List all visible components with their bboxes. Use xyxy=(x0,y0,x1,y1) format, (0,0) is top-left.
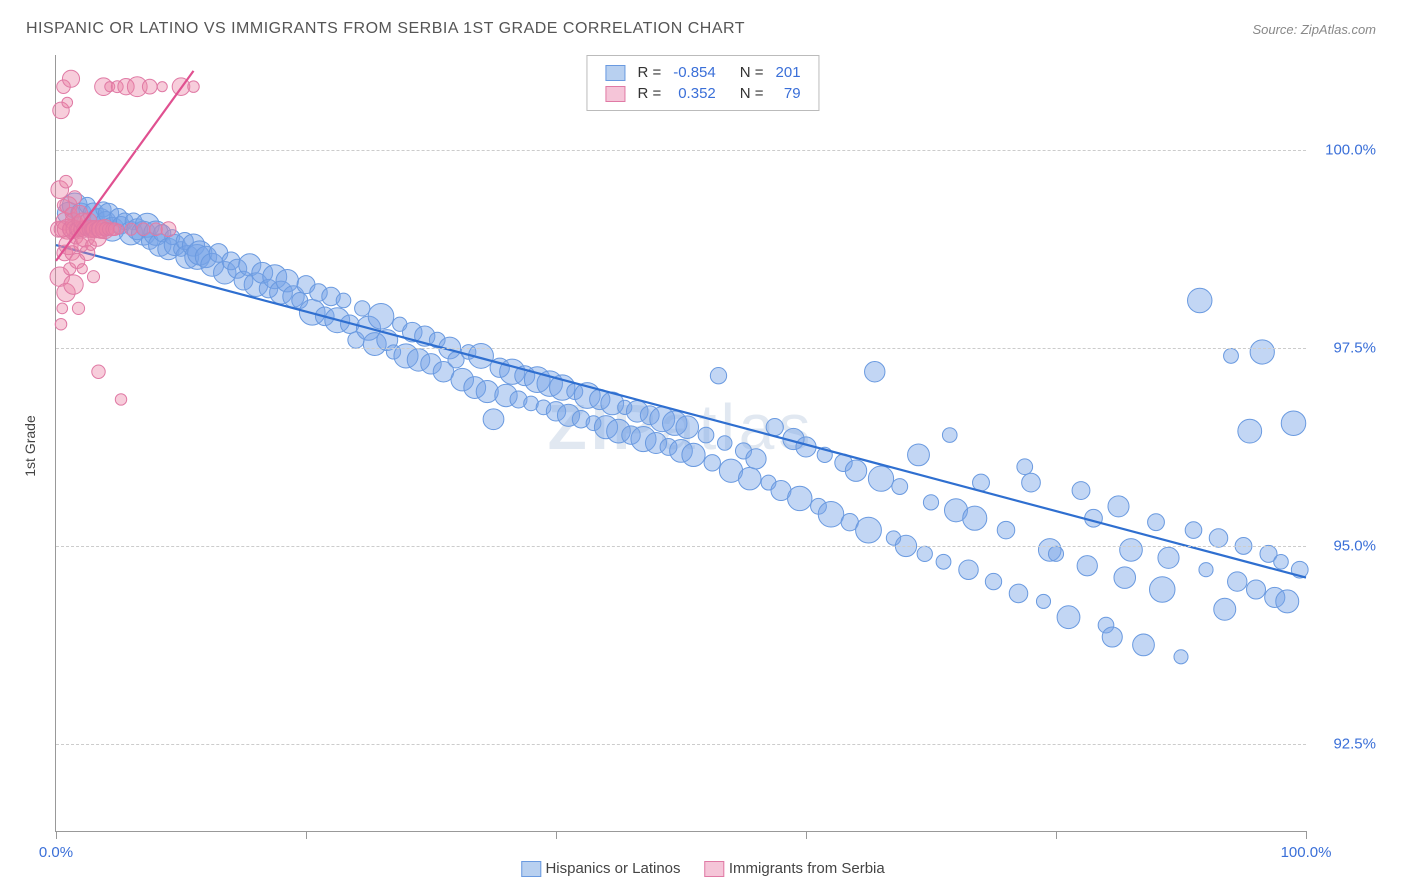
n-value-1: 201 xyxy=(770,62,807,83)
r-value-2: 0.352 xyxy=(667,83,722,104)
swatch-series-2 xyxy=(605,86,625,102)
swatch-bottom-2 xyxy=(705,861,725,877)
scatter-plot-svg xyxy=(56,55,1306,831)
y-tick-label: 100.0% xyxy=(1325,142,1376,159)
n-label: N = xyxy=(734,62,770,83)
y-tick-label: 92.5% xyxy=(1333,735,1376,752)
source-credit: Source: ZipAtlas.com xyxy=(1252,22,1376,37)
swatch-bottom-1 xyxy=(521,861,541,877)
series-1-name: Hispanics or Latinos xyxy=(545,860,680,877)
y-axis-label: 1st Grade xyxy=(22,415,38,476)
chart-plot-area: ZIPatlas 92.5%95.0%97.5%100.0%0.0%100.0% xyxy=(55,55,1306,832)
series-2-name: Immigrants from Serbia xyxy=(729,860,885,877)
series-legend: Hispanics or Latinos Immigrants from Ser… xyxy=(511,860,894,877)
legend-row-1: R = -0.854 N = 201 xyxy=(599,62,806,83)
r-value-1: -0.854 xyxy=(667,62,722,83)
y-tick-label: 95.0% xyxy=(1333,537,1376,554)
x-tick-label: 100.0% xyxy=(1281,844,1332,861)
r-label: R = xyxy=(631,62,667,83)
swatch-series-1 xyxy=(605,65,625,81)
y-tick-label: 97.5% xyxy=(1333,339,1376,356)
legend-row-2: R = 0.352 N = 79 xyxy=(599,83,806,104)
x-tick-label: 0.0% xyxy=(39,844,73,861)
chart-title: HISPANIC OR LATINO VS IMMIGRANTS FROM SE… xyxy=(26,20,745,38)
correlation-legend: R = -0.854 N = 201 R = 0.352 N = 79 xyxy=(586,55,819,111)
n-value-2: 79 xyxy=(770,83,807,104)
